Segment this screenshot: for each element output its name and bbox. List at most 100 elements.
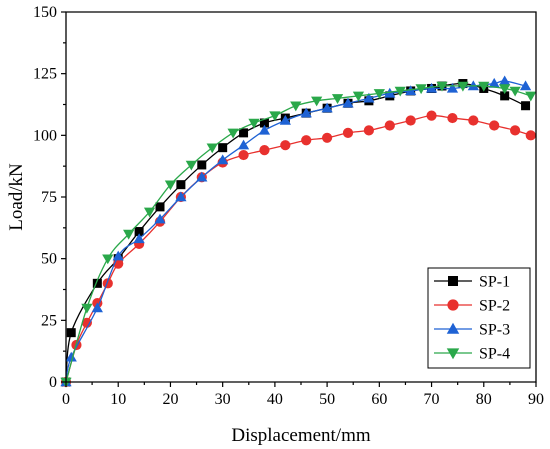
series-sp-4-point: [311, 96, 323, 107]
curves-layer: [60, 75, 537, 388]
series-sp-3-point: [363, 92, 375, 103]
series-sp-3-point: [488, 77, 500, 88]
series-sp-3-point: [91, 302, 103, 313]
series-sp-1-point: [92, 278, 102, 288]
x-tick-label: 10: [110, 391, 126, 408]
legend: SP-1 SP-2 SP-3 SP-4: [427, 267, 531, 369]
legend-item-sp-1: SP-1: [434, 274, 510, 291]
series-sp-4-point: [185, 160, 197, 171]
series-sp-4-point: [478, 81, 490, 92]
series-sp-3-point: [237, 139, 250, 150]
legend-label-sp-1: SP-1: [479, 274, 510, 291]
series-sp-1-point: [176, 180, 186, 190]
series-sp-1-point: [239, 128, 249, 138]
series-sp-3-point: [519, 80, 532, 91]
series-sp-3-point: [499, 75, 511, 86]
y-axis-title: Load/kN: [6, 163, 27, 231]
series-sp-1-point: [134, 227, 144, 237]
series-sp-4-point: [352, 91, 365, 102]
series-sp-3-point: [175, 191, 187, 202]
series-sp-3-point: [446, 82, 459, 93]
series-sp-3-point: [154, 213, 166, 224]
series-sp-2-point: [363, 125, 374, 136]
series-sp-4-point: [331, 94, 344, 104]
series-sp-2-point: [525, 130, 536, 141]
series-sp-3-point: [258, 124, 271, 135]
legend-label-sp-4: SP-4: [479, 346, 510, 363]
series-sp-4-point: [227, 128, 239, 139]
series-sp-3-point: [112, 250, 124, 261]
series-sp-2-point: [468, 115, 479, 126]
series-sp-4-point: [81, 303, 93, 314]
series-sp-2-point: [259, 145, 270, 156]
series-sp-2-point: [510, 125, 521, 136]
series-sp-4-point: [415, 84, 427, 95]
x-tick-label: 0: [62, 391, 70, 408]
series-sp-3-point: [196, 171, 208, 182]
y-tick-label: 150: [33, 4, 57, 21]
series-sp-1-point: [197, 160, 207, 170]
series-sp-4-point: [525, 91, 537, 102]
x-axis-title: Displacement/mm: [231, 425, 371, 446]
series-sp-3-point: [321, 102, 333, 113]
legend-marker-sp-1: [448, 276, 458, 286]
series-sp-2-point: [280, 140, 291, 151]
y-tick-label: 50: [41, 251, 57, 268]
series-sp-3-point: [133, 233, 145, 244]
series-sp-4-point: [269, 111, 281, 122]
series-sp-1-point: [218, 143, 228, 153]
series-sp-2-point: [342, 127, 354, 138]
legend-marker-sp-2: [447, 299, 459, 311]
y-tick-label: 25: [41, 312, 57, 329]
legend-label-sp-3: SP-3: [479, 322, 510, 339]
series-sp-4-point: [143, 207, 156, 218]
series-sp-3-point: [217, 154, 229, 165]
series-sp-2-point: [322, 132, 333, 143]
y-tick-label: 125: [33, 66, 57, 83]
x-tick-label: 90: [528, 391, 544, 408]
series-sp-3-point: [279, 114, 291, 125]
series-sp-4-point: [394, 86, 406, 97]
legend-box: [427, 267, 531, 369]
series-sp-1-point: [155, 202, 165, 212]
x-tick-label: 80: [476, 391, 492, 408]
series-sp-2-point: [426, 110, 437, 121]
series-sp-2-point: [405, 115, 416, 126]
series-sp-4-point: [248, 118, 260, 129]
series-sp-2-point: [81, 317, 92, 328]
series-sp-2-point: [447, 112, 458, 124]
series-sp-1-point: [66, 328, 76, 338]
legend-marker-sp-4: [446, 348, 460, 360]
series-sp-4-point: [499, 84, 511, 95]
series-sp-4-point: [206, 143, 218, 154]
series-sp-3-point: [425, 82, 438, 93]
x-tick-label: 20: [162, 391, 178, 408]
series-sp-4: [60, 81, 537, 388]
series-sp-4-point: [123, 229, 135, 240]
series-sp-3-point: [65, 351, 77, 362]
y-tick-label: 75: [41, 189, 57, 206]
legend-label-sp-2: SP-2: [479, 298, 510, 315]
series-sp-4-point: [102, 254, 114, 265]
series-sp-1-point: [259, 118, 269, 128]
y-axis-ticks: 0 25 50 75 100 125 150: [33, 4, 66, 391]
x-tick-label: 40: [267, 391, 283, 408]
series-sp-4-point: [164, 180, 177, 191]
legend-marker-sp-3: [446, 322, 460, 334]
x-axis-ticks: 0 10 20 30 40 50 60 70 80 90: [62, 382, 544, 408]
series-sp-2-point: [102, 278, 113, 289]
y-tick-label: 0: [49, 374, 57, 391]
legend-item-sp-3: SP-3: [434, 322, 510, 339]
series-sp-4-point: [373, 89, 385, 100]
x-tick-label: 70: [424, 391, 440, 408]
legend-item-sp-4: SP-4: [434, 346, 510, 363]
series-sp-3-point: [342, 97, 354, 108]
series-sp-1-point: [521, 101, 531, 111]
series-sp-4-point: [290, 101, 302, 112]
series-sp-4-point: [509, 86, 521, 97]
series-sp-4-point: [436, 81, 448, 92]
series-sp-2-point: [238, 149, 249, 161]
series-sp-2-point: [384, 120, 395, 131]
series-sp-3-point: [300, 107, 312, 118]
